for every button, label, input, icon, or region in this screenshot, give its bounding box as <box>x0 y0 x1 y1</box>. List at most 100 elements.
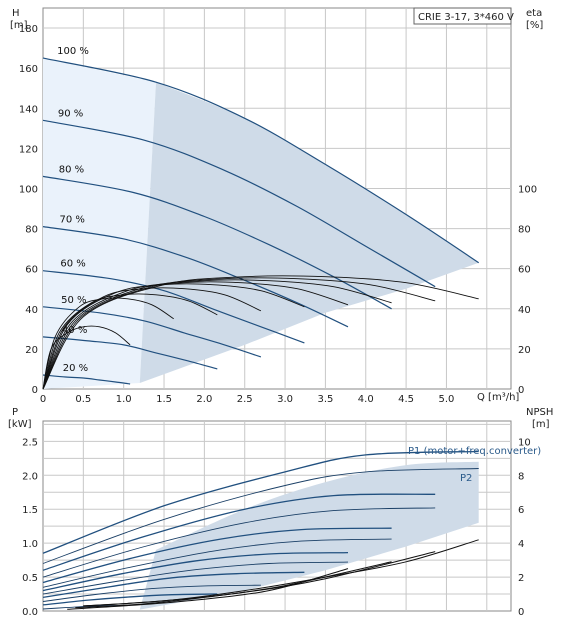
x-tick-label: 2.5 <box>237 394 253 405</box>
bottom-y-tick-label-left: 2.0 <box>22 471 38 482</box>
power-curve-5 <box>42 538 392 588</box>
speed-label: 100 % <box>57 46 89 57</box>
x-tick-label: 1.5 <box>156 394 172 405</box>
speed-label: 60 % <box>60 259 85 270</box>
y-tick-label-right: 80 <box>518 225 531 236</box>
efficiency-curve-7 <box>42 297 174 390</box>
top-extended-range-band <box>43 58 156 389</box>
bottom-plot-frame <box>42 420 512 612</box>
power-curve-2 <box>42 493 436 571</box>
y-tick-label-right: 60 <box>518 265 531 276</box>
bottom-operating-area <box>139 461 479 610</box>
power-npsh-panel: 0.0 0.5 1.0 1.5 2.0 2.5 0 2 4 6 8 10 P [kW] NPSH [… <box>8 407 553 618</box>
power-curve-8 <box>42 571 305 599</box>
bottom-right-tick-labels: 0 2 4 6 8 10 <box>518 437 531 618</box>
efficiency-curve-2 <box>42 279 392 390</box>
top-right-ylabel-line1: eta <box>526 8 542 19</box>
bottom-y-tick-label-right: 0 <box>518 607 524 618</box>
bottom-y-tick-label-right: 10 <box>518 437 531 448</box>
bottom-y-tick-label-left: 2.5 <box>22 437 38 448</box>
head-curve-4 <box>42 270 305 344</box>
x-tick-label: 0.5 <box>75 394 91 405</box>
bottom-right-ylabel-line2: [m] <box>532 419 550 430</box>
bottom-left-ylabel-line1: P <box>12 407 18 418</box>
npsh-curve-3 <box>67 568 349 610</box>
top-operating-area-fill <box>139 82 479 383</box>
y-tick-label-left: 180 <box>19 24 38 35</box>
head-efficiency-panel: 0 0.5 1.0 1.5 2.0 2.5 3.0 3.5 4.0 4.5 5.0 0 20 40 60 8… <box>10 7 543 405</box>
bottom-y-tick-label-right: 8 <box>518 471 524 482</box>
bottom-left-tick-labels: 0.0 0.5 1.0 1.5 2.0 2.5 <box>22 437 38 618</box>
efficiency-curve-6 <box>42 293 218 390</box>
efficiency-curve-1 <box>42 277 436 390</box>
power-curve-9 <box>42 584 261 602</box>
bottom-y-tick-label-left: 1.0 <box>22 539 38 550</box>
head-curve-6 <box>42 336 218 370</box>
head-curve-1 <box>42 119 436 288</box>
y-tick-label-left: 160 <box>19 64 38 75</box>
top-left-tick-labels: 0 20 40 60 80 100 120 140 160 180 <box>19 24 38 396</box>
power-curve-3 <box>42 507 436 578</box>
speed-label: 20 % <box>63 363 88 374</box>
head-curve-3 <box>42 226 349 328</box>
speed-label: 50 % <box>61 295 86 306</box>
efficiency-curve-8 <box>42 325 131 390</box>
head-curve-0 <box>42 57 480 264</box>
bottom-y-tick-label-right: 6 <box>518 505 524 516</box>
bottom-y-tick-label-left: 1.5 <box>22 505 38 516</box>
speed-percent-labels: 100 % 90 % 80 % 70 % 60 % 50 % 40 % 20 % <box>57 46 89 374</box>
x-tick-label: 3.5 <box>317 394 333 405</box>
bottom-left-ylabel-line2: [kW] <box>8 419 32 430</box>
p2-annotation: P2 <box>460 473 472 484</box>
bottom-operating-area-fill <box>139 461 479 610</box>
speed-label: 80 % <box>59 164 84 175</box>
bottom-curves <box>42 450 479 610</box>
top-x-axis-label: Q [m³/h] <box>477 392 519 403</box>
chart-title: CRIE 3-17, 3*460 V <box>418 12 514 23</box>
speed-label: 90 % <box>58 108 83 119</box>
p1-annotation: P1 (motor+freq.converter) <box>408 446 541 457</box>
y-tick-label-left: 140 <box>19 104 38 115</box>
y-tick-label-right: 0 <box>518 385 524 396</box>
bottom-y-tick-label-left: 0.5 <box>22 573 38 584</box>
efficiency-curve-4 <box>42 283 305 390</box>
y-tick-label-left: 0 <box>32 385 38 396</box>
y-tick-label-left: 40 <box>25 305 38 316</box>
efficiency-curve-5 <box>42 287 262 390</box>
power-curve-10 <box>42 593 218 606</box>
power-curve-6 <box>42 551 349 592</box>
y-tick-label-left: 120 <box>19 144 38 155</box>
top-left-ylabel-line2: [m] <box>10 20 28 31</box>
head-curve-5 <box>42 306 262 358</box>
efficiency-curve-0 <box>42 275 479 390</box>
y-tick-label-left: 60 <box>25 265 38 276</box>
y-tick-label-left: 100 <box>19 184 38 195</box>
bottom-y-tick-label-left: 0.0 <box>22 607 38 618</box>
npsh-curve-2 <box>75 561 392 609</box>
bottom-y-tick-label-right: 2 <box>518 573 524 584</box>
top-curves <box>42 57 480 390</box>
y-tick-label-left: 20 <box>25 345 38 356</box>
x-tick-label: 4.0 <box>358 394 374 405</box>
power-curve-4 <box>42 527 392 584</box>
top-right-tick-labels: 0 20 40 60 80 100 <box>518 184 537 396</box>
speed-label: 70 % <box>60 215 85 226</box>
top-left-ylabel-line1: H <box>12 8 20 19</box>
x-tick-label: 5.0 <box>438 394 454 405</box>
x-tick-label: 3.0 <box>277 394 293 405</box>
speed-label: 40 % <box>62 325 87 336</box>
bottom-y-tick-label-right: 4 <box>518 539 524 550</box>
head-curve-2 <box>42 175 392 310</box>
power-curve-7 <box>42 561 349 595</box>
y-tick-label-right: 40 <box>518 305 531 316</box>
x-tick-label: 2.0 <box>196 394 212 405</box>
head-curve-7 <box>42 374 131 385</box>
title-box <box>413 7 512 25</box>
x-tick-label: 1.0 <box>116 394 132 405</box>
y-tick-label-left: 80 <box>25 225 38 236</box>
y-tick-label-right: 100 <box>518 184 537 195</box>
x-tick-label: 0 <box>40 394 46 405</box>
x-tick-label: 4.5 <box>398 394 414 405</box>
power-curve-1 <box>42 468 479 564</box>
